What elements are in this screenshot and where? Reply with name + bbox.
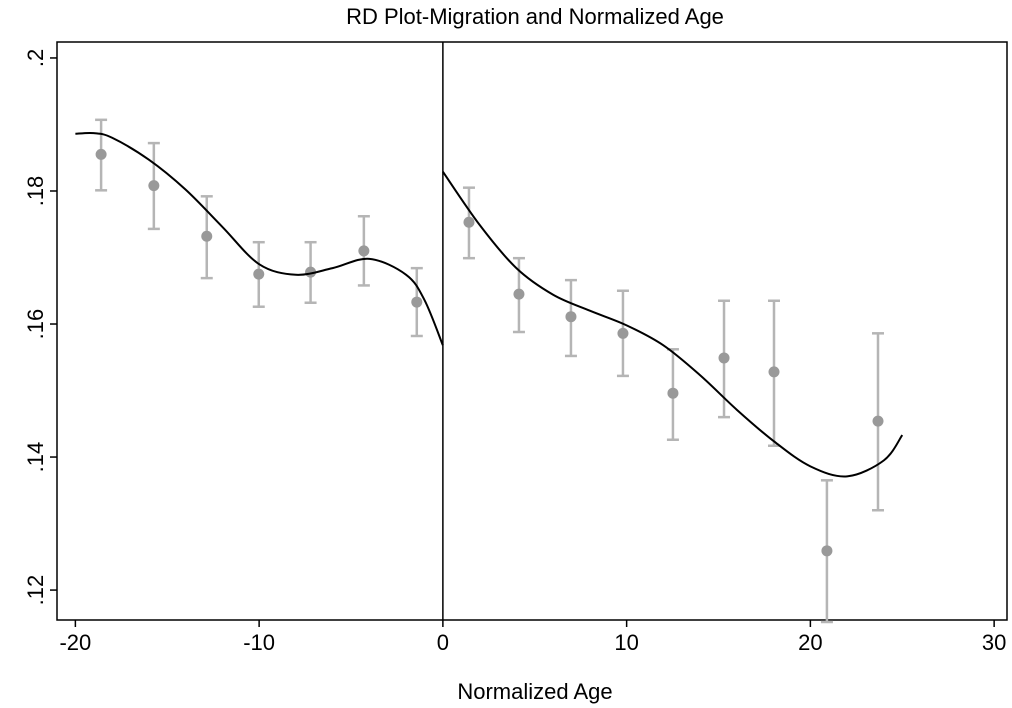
point (768, 366, 780, 378)
y-tick-label: .16 (23, 309, 48, 340)
x-tick-label: 30 (982, 630, 1006, 655)
fit-line (75, 131, 444, 346)
y-tick-label: .12 (23, 575, 48, 606)
x-tick-label: 0 (437, 630, 449, 655)
point (513, 288, 525, 300)
point (565, 311, 577, 323)
chart-title: RD Plot-Migration and Normalized Age (346, 4, 724, 29)
fit-line (442, 171, 904, 478)
point (95, 148, 107, 160)
point (718, 352, 730, 364)
plot-frame (56, 41, 1008, 621)
point (617, 327, 629, 339)
point (358, 245, 370, 257)
x-axis-label: Normalized Age (457, 679, 612, 704)
y-tick-label: .2 (23, 49, 48, 67)
y-tick-label: .18 (23, 176, 48, 207)
point (201, 230, 213, 242)
x-tick-label: -20 (59, 630, 91, 655)
point (148, 180, 160, 192)
x-tick-label: -10 (243, 630, 275, 655)
point (463, 216, 475, 228)
point (411, 296, 423, 308)
point (253, 268, 265, 280)
point (821, 545, 833, 557)
point (872, 415, 884, 427)
x-tick-label: 20 (798, 630, 822, 655)
x-tick-label: 10 (614, 630, 638, 655)
point (305, 266, 317, 278)
point (667, 387, 679, 399)
y-tick-label: .14 (23, 442, 48, 473)
